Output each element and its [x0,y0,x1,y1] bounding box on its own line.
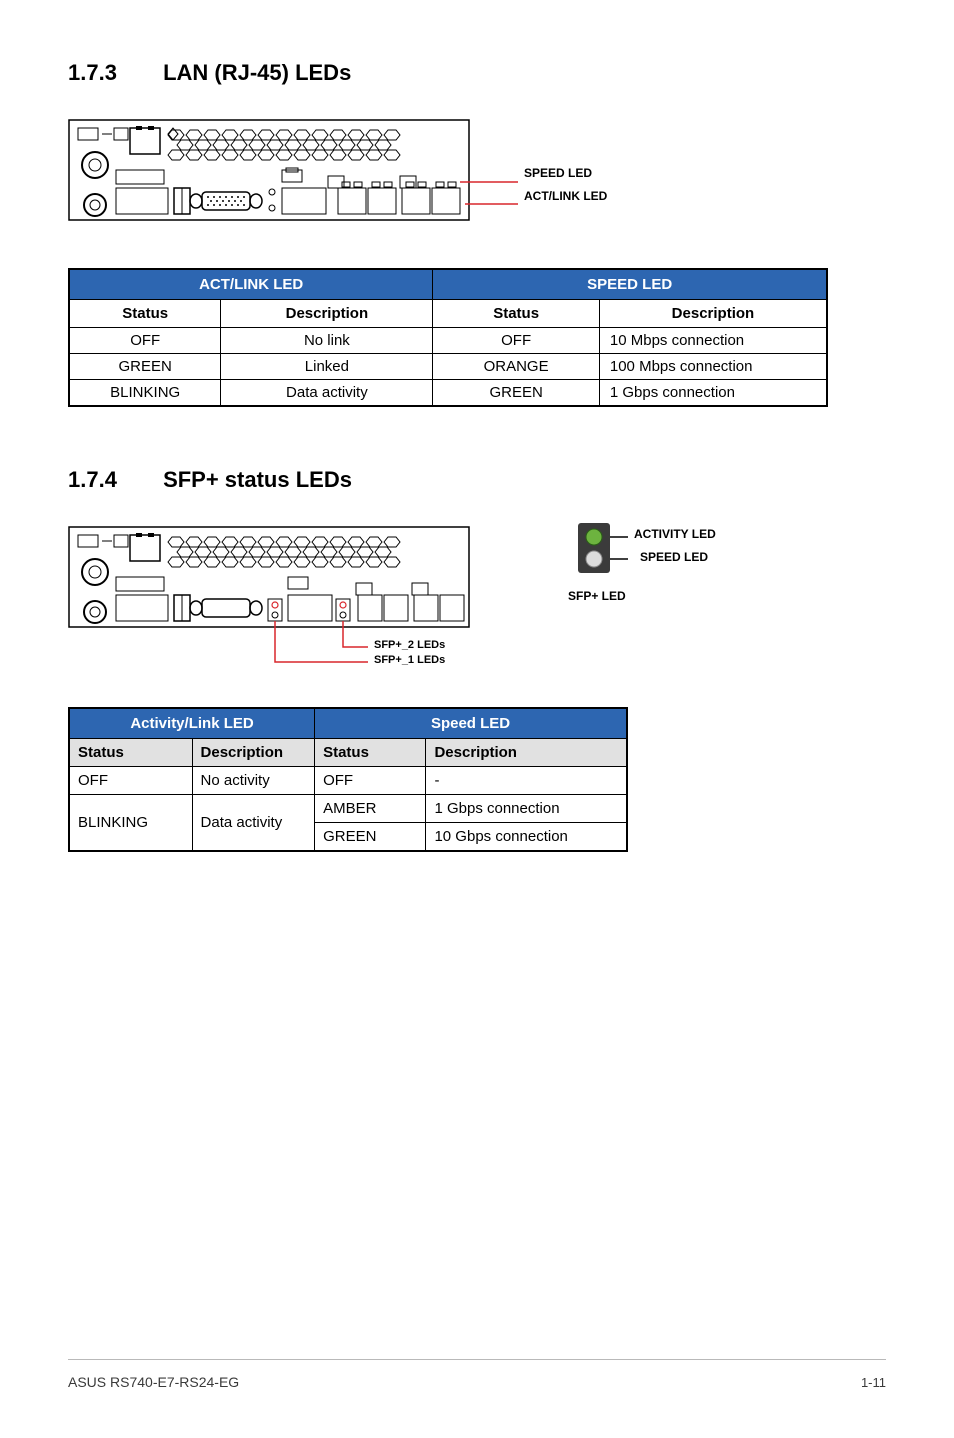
cell: OFF [70,328,221,354]
table2-group2: Speed LED [315,709,627,739]
rear-panel-svg-2 [68,517,508,677]
cell: ORANGE [433,354,600,380]
cell: No link [221,328,433,354]
cell: - [426,767,627,795]
table-row: BLINKING Data activity GREEN 1 Gbps conn… [70,380,827,406]
table1-sub-status-1: Status [70,300,221,328]
cell: OFF [70,767,193,795]
table-row: OFF No activity OFF - [70,767,627,795]
table2-sub-desc-1: Description [192,739,315,767]
footer-model: ASUS RS740-E7-RS24-EG [68,1374,239,1390]
footer-page: 1-11 [861,1375,886,1390]
section-heading-1: 1.7.3 LAN (RJ-45) LEDs [68,60,886,86]
cell: OFF [433,328,600,354]
rear-panel-diagram-1: SPEED LED ACT/LINK LED [68,110,668,240]
table1-sub-status-2: Status [433,300,600,328]
cell: Linked [221,354,433,380]
table-row: BLINKING Data activity AMBER 1 Gbps conn… [70,795,627,823]
sfp-led-caption: SFP+ LED [568,589,626,603]
section-title-2: SFP+ status LEDs [163,467,352,492]
sfp-led-table: Activity/Link LED Speed LED Status Descr… [68,707,628,852]
activity-led-label: ACTIVITY LED [634,527,716,541]
sfp1-leds-label: SFP+_1 LEDs [374,654,445,666]
speed-led-label-2: SPEED LED [640,550,708,564]
cell: OFF [315,767,426,795]
page-footer: ASUS RS740-E7-RS24-EG 1-11 [68,1374,886,1390]
cell: BLINKING [70,795,193,851]
cell: BLINKING [70,380,221,406]
cell: Data activity [192,795,315,851]
cell: Data activity [221,380,433,406]
speed-led-label-1: SPEED LED [524,166,592,180]
cell: No activity [192,767,315,795]
section-heading-2: 1.7.4 SFP+ status LEDs [68,467,886,493]
cell: 100 Mbps connection [599,354,826,380]
table2-sub-status-2: Status [315,739,426,767]
sfp2-leds-label: SFP+_2 LEDs [374,639,445,651]
table1-group2: SPEED LED [433,270,827,300]
cell: GREEN [315,823,426,851]
rear-panel-diagram-2: SFP+_2 LEDs SFP+_1 LEDs [68,517,508,677]
cell: AMBER [315,795,426,823]
actlink-led-label-1: ACT/LINK LED [524,189,607,203]
table2-group1: Activity/Link LED [70,709,315,739]
footer-divider [68,1359,886,1360]
cell: 1 Gbps connection [599,380,826,406]
cell: GREEN [433,380,600,406]
table-row: OFF No link OFF 10 Mbps connection [70,328,827,354]
section-number-2: 1.7.4 [68,467,117,493]
cell: 10 Mbps connection [599,328,826,354]
table1-sub-desc-2: Description [599,300,826,328]
cell: GREEN [70,354,221,380]
table2-sub-status-1: Status [70,739,193,767]
cell: 10 Gbps connection [426,823,627,851]
table2-sub-desc-2: Description [426,739,627,767]
table-row: GREEN Linked ORANGE 100 Mbps connection [70,354,827,380]
lan-led-table: ACT/LINK LED SPEED LED Status Descriptio… [68,268,828,407]
section-title-1: LAN (RJ-45) LEDs [163,60,351,85]
cell: 1 Gbps connection [426,795,627,823]
sfp-led-indicator: ACTIVITY LED SPEED LED SFP+ LED [568,517,828,622]
section-number-1: 1.7.3 [68,60,117,86]
sfp-diagram-row: SFP+_2 LEDs SFP+_1 LEDs ACTIVITY LED SPE… [68,517,886,677]
table1-sub-desc-1: Description [221,300,433,328]
table1-group1: ACT/LINK LED [70,270,433,300]
